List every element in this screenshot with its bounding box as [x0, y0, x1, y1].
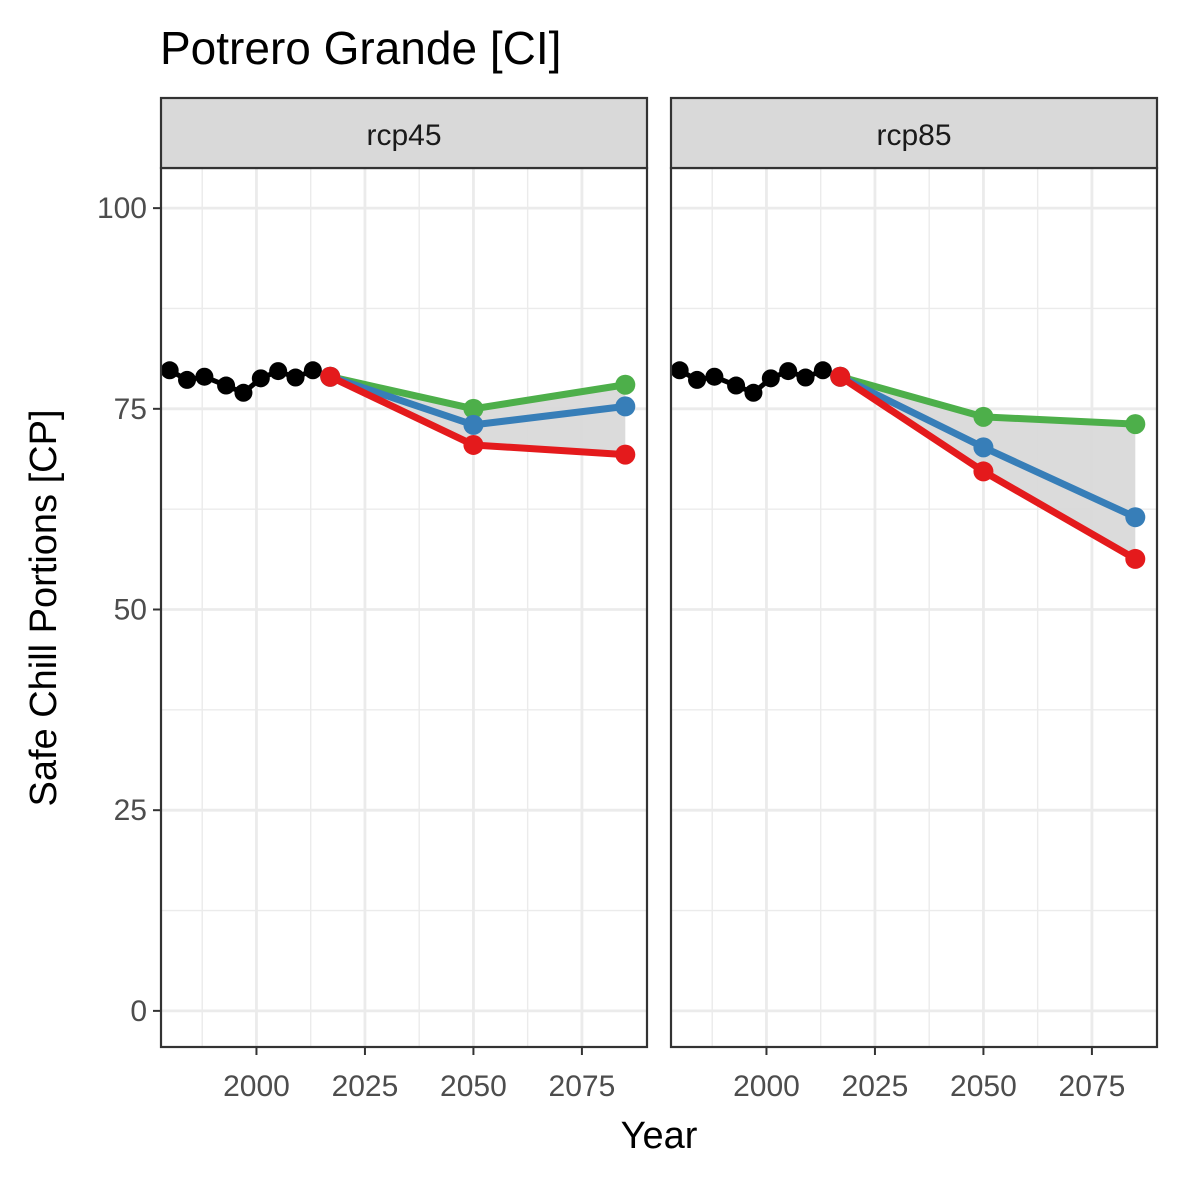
x-tick-label: 2000: [223, 1070, 290, 1103]
historic-point: [813, 361, 832, 380]
x-tick-label: 2000: [733, 1070, 800, 1103]
historic-point: [705, 367, 724, 386]
historic-point: [195, 367, 214, 386]
low-series-point: [830, 366, 851, 387]
historic-point: [688, 370, 707, 389]
historic-point: [670, 361, 689, 380]
y-tick-label: 25: [114, 794, 147, 827]
high-series-point: [1125, 414, 1146, 435]
y-tick-label: 0: [130, 995, 147, 1028]
y-tick-label: 50: [114, 594, 147, 627]
low-series-point: [463, 434, 484, 455]
historic-point: [761, 369, 780, 388]
median-series-point: [615, 396, 636, 417]
low-series-point: [973, 461, 994, 482]
x-tick-label: 2050: [440, 1070, 507, 1103]
low-series-point: [320, 366, 341, 387]
facet-strip-label: rcp45: [366, 119, 441, 152]
historic-point: [303, 361, 322, 380]
low-series-point: [615, 444, 636, 465]
historic-point: [269, 362, 288, 381]
x-tick-label: 2075: [1059, 1070, 1126, 1103]
historic-point: [796, 368, 815, 387]
panel-rcp85: rcp85 2000 2025 2050 2075: [669, 96, 1159, 1103]
high-series-point: [973, 406, 994, 427]
chart-title: Potrero Grande [CI]: [160, 22, 561, 74]
high-series-point: [463, 398, 484, 419]
historic-point: [286, 368, 305, 387]
x-tick-label: 2050: [950, 1070, 1017, 1103]
high-series-point: [615, 374, 636, 395]
y-axis-title: Safe Chill Portions [CP]: [23, 409, 65, 806]
historic-point: [217, 376, 236, 395]
x-axis-title: Year: [621, 1115, 698, 1157]
panels-layer: rcp45 2000 2025 2050 2075 0 25 50 75 100 rcp85 2000…: [97, 96, 1159, 1103]
facet-strip: [669, 96, 1159, 170]
historic-point: [234, 383, 253, 402]
historic-point: [727, 376, 746, 395]
facet-strip: [159, 96, 649, 170]
historic-point: [251, 369, 270, 388]
facet-strip-label: rcp85: [876, 119, 951, 152]
x-tick-label: 2025: [332, 1070, 399, 1103]
x-tick-label: 2075: [549, 1070, 616, 1103]
panel-rcp45: rcp45 2000 2025 2050 2075 0 25 50 75 100: [97, 96, 649, 1103]
panel-background: [161, 168, 647, 1047]
median-series-point: [973, 437, 994, 458]
y-tick-label: 75: [114, 393, 147, 426]
median-series-point: [1125, 507, 1146, 528]
historic-point: [178, 370, 197, 389]
y-tick-label: 100: [97, 192, 147, 225]
historic-point: [160, 361, 179, 380]
x-tick-label: 2025: [842, 1070, 909, 1103]
low-series-point: [1125, 548, 1146, 569]
historic-point: [779, 362, 798, 381]
historic-point: [744, 383, 763, 402]
median-series-point: [463, 414, 484, 435]
panel-background: [671, 168, 1157, 1047]
